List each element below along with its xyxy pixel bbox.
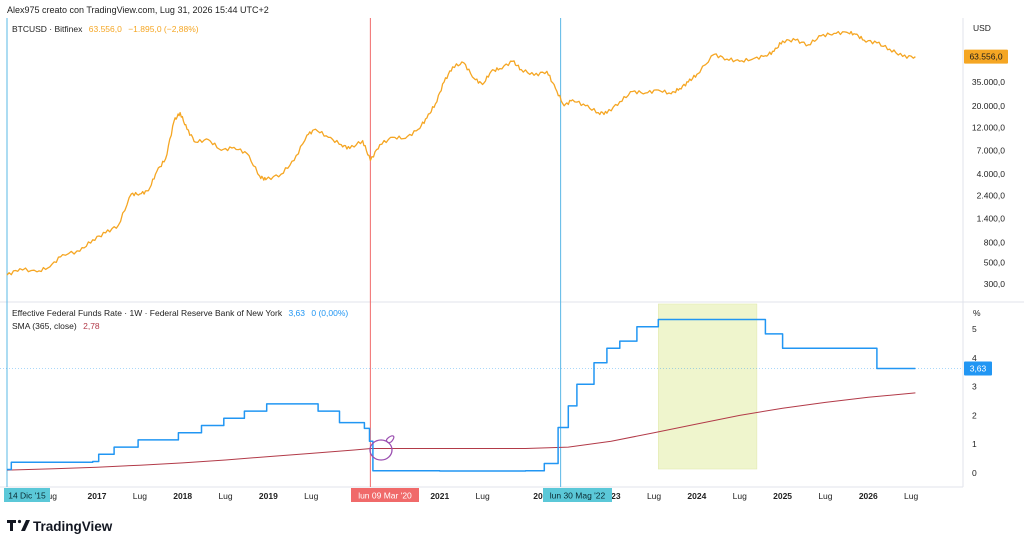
btc-ytick-label: 300,0 [984,279,1006,289]
fed-legend: Effective Federal Funds Rate · 1W · Fede… [12,308,348,318]
marker-label-right-bg [543,488,612,502]
currency-label: USD [973,23,991,33]
sma-legend: SMA (365, close) 2,78 [12,321,100,331]
btc-ytick-label: 20.000,0 [972,101,1005,111]
fed-ytick-label: 4 [972,353,977,363]
fed-ytick-label: 2 [972,410,977,420]
fed-ytick-label: 0 [972,468,977,478]
btc-change: −1.895,0 (−2,88%) [128,24,199,34]
btc-ytick-label: 1.400,0 [977,214,1006,224]
tradingview-logo-text: TradingView [33,519,113,534]
btc-legend: BTCUSD · Bitfinex 63.556,0 −1.895,0 (−2,… [12,24,199,34]
credit-text: Alex975 creato con TradingView.com, Lug … [7,5,269,15]
btc-ytick-label: 800,0 [984,237,1006,247]
marker-label-left-text: 14 Dic '15 [8,491,46,501]
fed-title: Effective Federal Funds Rate · 1W · Fede… [12,308,283,318]
tradingview-logo: TradingView [7,519,113,534]
fed-ytick-label: 3 [972,382,977,392]
fed-value-tag [964,361,992,376]
xtick-label: 2026 [859,491,878,501]
xtick-label: Lug [133,491,147,501]
xtick-label: 2017 [88,491,107,501]
fed-ytick-label: 5 [972,324,977,334]
btc-ytick-label: 500,0 [984,257,1006,267]
btc-price-line [6,30,916,276]
sma-title: SMA (365, close) [12,321,77,331]
marker-label-mid-text: lun 09 Mar '20 [358,491,412,501]
xtick-label: Lug [647,491,661,501]
xtick-label: 20 [533,491,543,501]
btc-ytick-label: 12.000,0 [972,122,1005,132]
xtick-label: Lug [733,491,747,501]
xtick-label: 2021 [430,491,449,501]
xtick-label: Lug [304,491,318,501]
btc-price: 63.556,0 [89,24,122,34]
shaded-region [658,303,758,470]
btc-price-tag [964,49,1008,64]
sma-line [6,392,916,471]
btc-ytick-label: 2.400,0 [977,191,1006,201]
marker-label-mid-bg [351,488,419,502]
xtick-label: 2024 [687,491,706,501]
xtick-label: Lug [218,491,232,501]
marker-label-left-bg [4,488,50,502]
xtick-label: Lug [818,491,832,501]
fed-value: 3,63 [288,308,305,318]
btc-ytick-label: 4.000,0 [977,169,1006,179]
circle-annotation-ring [369,439,393,461]
marker-label-right: lun 30 Mag '22 [543,488,612,502]
xtick-label: 2025 [773,491,792,501]
tradingview-logo-icon [7,519,30,531]
xtick-label: 2018 [173,491,192,501]
btc-symbol: BTCUSD · Bitfinex [12,24,83,34]
btc-ytick-label: 7.000,0 [977,145,1006,155]
sma-value: 2,78 [83,321,100,331]
xtick-label: Lug [476,491,490,501]
marker-label-left: 14 Dic '15 [4,488,50,502]
xtick-label: Lug [904,491,918,501]
btc-price-tag-text: 63.556,0 [969,52,1002,62]
fed-funds-line [7,318,916,472]
xtick-label: 2019 [259,491,278,501]
fed-change: 0 (0,00%) [311,308,348,318]
marker-label-right-text: lun 30 Mag '22 [550,491,606,501]
percent-unit-label: % [973,308,981,318]
fed-ytick-label: 1 [972,439,977,449]
marker-label-mid: lun 09 Mar '20 [351,488,419,502]
fed-value-tag-text: 3,63 [970,363,987,373]
btc-ytick-label: 35.000,0 [972,77,1005,87]
